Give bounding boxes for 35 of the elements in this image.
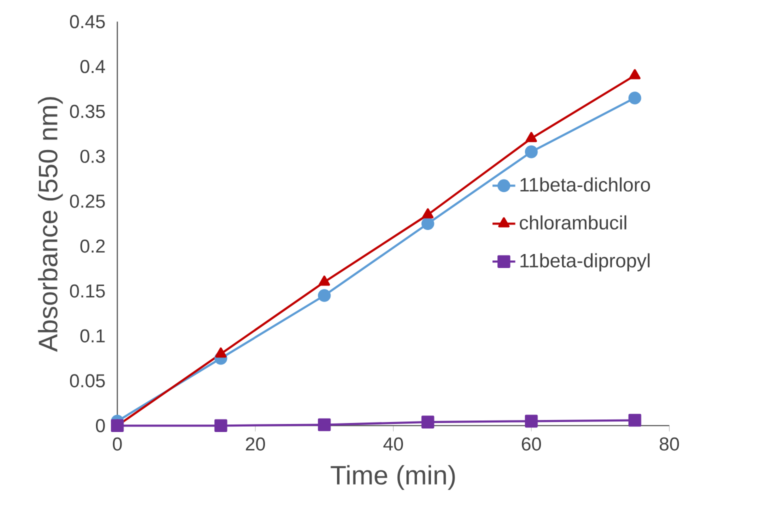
point [421,217,434,230]
point [421,416,434,428]
point [318,276,330,286]
y-tick-label: 0.45 [70,15,105,28]
point [318,289,331,302]
point [318,418,331,432]
y-tick-label: 0 [96,419,105,432]
x-tick-label: 80 [660,437,679,451]
x-tick-label: 0 [112,437,122,451]
point [214,419,228,432]
x-axis-title: Time (min) [330,465,455,490]
point [524,145,538,158]
point [628,414,642,427]
point [215,347,227,358]
y-tick-label: 0.25 [70,194,105,208]
legend-label: 11beta-dichloro [520,177,650,192]
y-tick-label: 0.15 [70,284,105,298]
y-tick-label: 0.35 [70,104,105,118]
point [526,132,538,142]
x-tick-label: 20 [246,437,265,451]
y-tick-label: 0.1 [80,329,105,342]
y-axis-title: Absorbance (550 nm) [38,97,63,352]
point [422,208,434,218]
y-tick-label: 0.4 [80,60,106,74]
point [524,414,538,428]
legend-label: chlorambucil [520,215,626,230]
y-tick-label: 0.05 [70,374,105,388]
x-tick-label: 60 [522,437,541,451]
point [628,92,642,104]
x-tick-label: 40 [383,437,403,451]
legend-label: 11beta-dipropyl [520,253,650,272]
point [110,419,124,432]
point [629,69,641,80]
y-tick-label: 0.3 [80,150,105,163]
y-tick-label: 0.2 [80,239,105,253]
